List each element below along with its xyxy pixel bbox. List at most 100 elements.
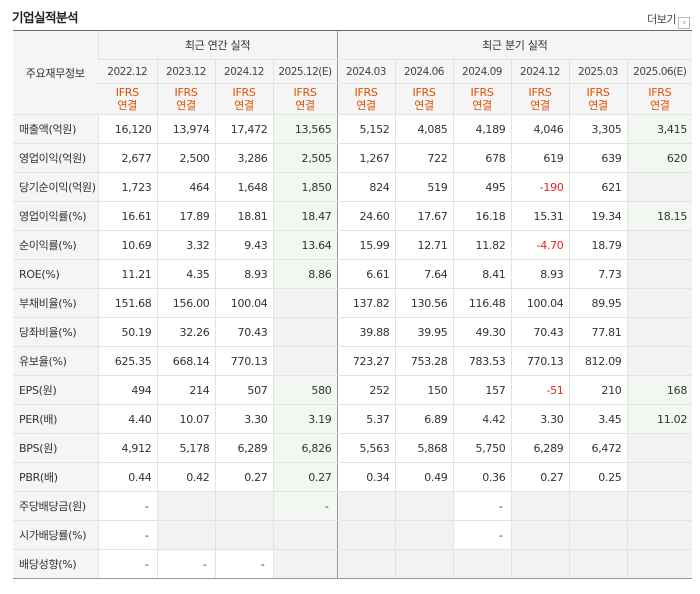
table-cell: 77.81 (568, 317, 628, 347)
basis-label: 연결 (588, 99, 608, 112)
ifrs-row: IFRS 연결 IFRS 연결 IFRS 연결 IFRS 연결 IFRS 연결 IFRS 연결 IFRS… (13, 83, 693, 115)
table-cell: 0.27 (510, 462, 570, 492)
table-cell: 4.40 (97, 404, 157, 434)
more-link[interactable]: 더보기 › (647, 11, 690, 29)
table-cell: 2,505 (272, 143, 338, 173)
ifrs-header: IFRS 연결 (626, 83, 693, 115)
row-label: 주당배당금(원) (13, 491, 98, 521)
row-label: ROE(%) (13, 259, 98, 289)
row-label: 영업이익률(%) (13, 201, 98, 231)
table-row: 주당배당금(원) - - - (13, 491, 693, 521)
table-cell: 39.88 (336, 317, 396, 347)
table-cell: 6,826 (272, 433, 338, 463)
table-cell (156, 520, 215, 550)
table-cell: 621 (568, 172, 628, 202)
table-cell: 770.13 (510, 346, 570, 376)
table-cell: 168 (626, 375, 693, 405)
ifrs-header: IFRS 연결 (452, 83, 512, 115)
table-cell: 1,850 (272, 172, 338, 202)
table-cell (626, 346, 693, 376)
table-cell: 5,152 (336, 114, 396, 144)
table-cell: 3.30 (214, 404, 273, 434)
table-cell: 639 (568, 143, 628, 173)
table-row: 시가배당률(%) - - (13, 520, 693, 550)
ifrs-header: IFRS 연결 (394, 83, 454, 115)
table-cell: - (452, 491, 512, 521)
row-label: 순이익률(%) (13, 230, 98, 260)
table-cell (272, 346, 338, 376)
table-cell: 4,189 (452, 114, 512, 144)
table-cell: - (156, 549, 215, 579)
basis-label: 연결 (414, 99, 434, 112)
table-cell (156, 491, 215, 521)
period-header: 2025.06(E) (626, 59, 693, 84)
table-cell: 39.95 (394, 317, 454, 347)
period-header: 2024.12 (214, 59, 273, 84)
basis-label: 연결 (295, 99, 315, 112)
table-cell: 116.48 (452, 288, 512, 318)
financial-table: 주요재무정보 최근 연간 실적 최근 분기 실적 2022.12 2023.12 2… (13, 30, 693, 579)
table-cell: - (452, 520, 512, 550)
table-row: EPS(원) 494 214 507 580 252 150 157 -51 210 168 (13, 375, 693, 405)
table-cell: 89.95 (568, 288, 628, 318)
table-cell: 3,415 (626, 114, 693, 144)
table-cell: 3,305 (568, 114, 628, 144)
ifrs-header: IFRS 연결 (336, 83, 396, 115)
row-label: 당좌비율(%) (13, 317, 98, 347)
row-label: 매출액(억원) (13, 114, 98, 144)
ifrs-label: IFRS (293, 86, 317, 99)
table-cell: 13,565 (272, 114, 338, 144)
table-row: 배당성향(%) - - - (13, 549, 693, 579)
table-cell: 619 (510, 143, 570, 173)
table-cell: 1,267 (336, 143, 396, 173)
quarterly-header: 최근 분기 실적 (336, 30, 693, 60)
table-cell: 11.82 (452, 230, 512, 260)
ifrs-label: IFRS (174, 86, 198, 99)
table-cell: 9.43 (214, 230, 273, 260)
table-cell: 10.07 (156, 404, 215, 434)
table-row: PBR(배) 0.44 0.42 0.27 0.27 0.34 0.49 0.36 0.27 0.… (13, 462, 693, 492)
table-cell: 17,472 (214, 114, 273, 144)
basis-label: 연결 (176, 99, 196, 112)
table-cell: -51 (510, 375, 570, 405)
ifrs-label: IFRS (232, 86, 256, 99)
row-label: BPS(원) (13, 433, 98, 463)
table-cell: 16,120 (97, 114, 157, 144)
period-row: 2022.12 2023.12 2024.12 2025.12(E) 2024.03 20… (13, 59, 693, 84)
table-cell: - (214, 549, 273, 579)
table-cell: 464 (156, 172, 215, 202)
period-header: 2024.06 (394, 59, 454, 84)
table-cell: 16.18 (452, 201, 512, 231)
ifrs-label: IFRS (470, 86, 494, 99)
table-cell: 0.27 (214, 462, 273, 492)
table-cell: 18.15 (626, 201, 693, 231)
table-cell: 6.61 (336, 259, 396, 289)
table-cell: 0.27 (272, 462, 338, 492)
table-cell: 8.93 (214, 259, 273, 289)
ifrs-header: IFRS 연결 (98, 83, 157, 115)
period-header: 2023.12 (156, 59, 215, 84)
table-cell (394, 549, 454, 579)
table-cell (272, 317, 338, 347)
basis-label: 연결 (530, 99, 550, 112)
table-cell (272, 520, 338, 550)
table-cell: 70.43 (214, 317, 273, 347)
table-cell (452, 549, 512, 579)
table-cell: 783.53 (452, 346, 512, 376)
table-cell: 150 (394, 375, 454, 405)
table-cell: 5,750 (452, 433, 512, 463)
table-cell: 252 (336, 375, 396, 405)
table-cell: 5.37 (336, 404, 396, 434)
table-cell: 100.04 (214, 288, 273, 318)
table-cell: 0.42 (156, 462, 215, 492)
table-cell: 495 (452, 172, 512, 202)
table-cell: - (97, 520, 157, 550)
table-cell (626, 433, 693, 463)
table-cell: - (272, 491, 338, 521)
basis-label: 연결 (117, 99, 138, 112)
table-cell: 50.19 (97, 317, 157, 347)
table-cell: 24.60 (336, 201, 396, 231)
table-body: 매출액(억원) 16,120 13,974 17,472 13,565 5,152 4,08… (13, 114, 693, 579)
table-cell: 6,289 (214, 433, 273, 463)
table-cell: 157 (452, 375, 512, 405)
